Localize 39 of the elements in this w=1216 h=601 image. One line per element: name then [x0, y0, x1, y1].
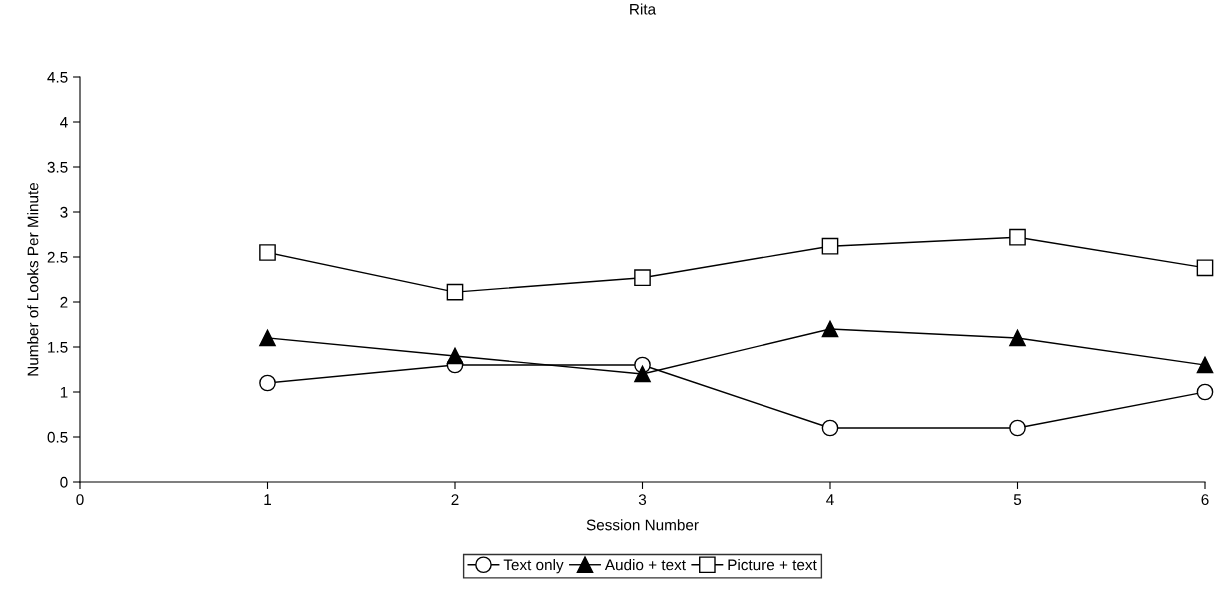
y-tick-label: 3	[60, 206, 68, 218]
chart-title: Rita	[630, 3, 657, 15]
x-tick-label: 1	[264, 494, 271, 505]
point	[1196, 356, 1214, 374]
point	[446, 283, 464, 301]
y-tick-label: 0.5	[47, 431, 68, 443]
point	[634, 269, 651, 287]
y-tick-label: 4.5	[47, 72, 68, 83]
point	[821, 320, 839, 338]
y-tick-label: 1	[60, 387, 68, 398]
point	[259, 374, 276, 392]
x-tick-label: 2	[451, 494, 459, 505]
y-tick-label: 4	[60, 117, 68, 128]
point	[259, 329, 276, 347]
point	[1009, 329, 1026, 347]
x-axis-title: Session Number	[586, 519, 699, 531]
point	[1196, 383, 1214, 401]
y-tick-label: 3.5	[47, 161, 68, 173]
x-tick-label: 6	[1201, 494, 1209, 506]
point	[446, 347, 464, 365]
y-tick-label: 1.5	[48, 342, 68, 353]
legend-label: Text only	[503, 559, 564, 574]
y-tick-label: 2	[60, 296, 68, 308]
x-tick-label: 0	[76, 494, 84, 506]
y-tick-label: 0	[60, 476, 68, 488]
y-tick-label: 2.5	[47, 251, 68, 263]
point	[821, 237, 839, 255]
point	[1009, 228, 1026, 246]
y-axis-title: Number of Looks Per Minute	[27, 182, 39, 376]
legend-label: Picture + text	[728, 559, 817, 571]
legend-label: Audio + text	[604, 559, 686, 571]
point	[1196, 259, 1214, 277]
x-tick-label: 3	[638, 494, 647, 506]
point	[634, 365, 651, 383]
point	[1009, 419, 1026, 437]
point	[821, 419, 839, 437]
x-tick-label: 5	[1013, 494, 1022, 506]
x-tick-label: 4	[826, 494, 834, 505]
point	[259, 244, 276, 261]
